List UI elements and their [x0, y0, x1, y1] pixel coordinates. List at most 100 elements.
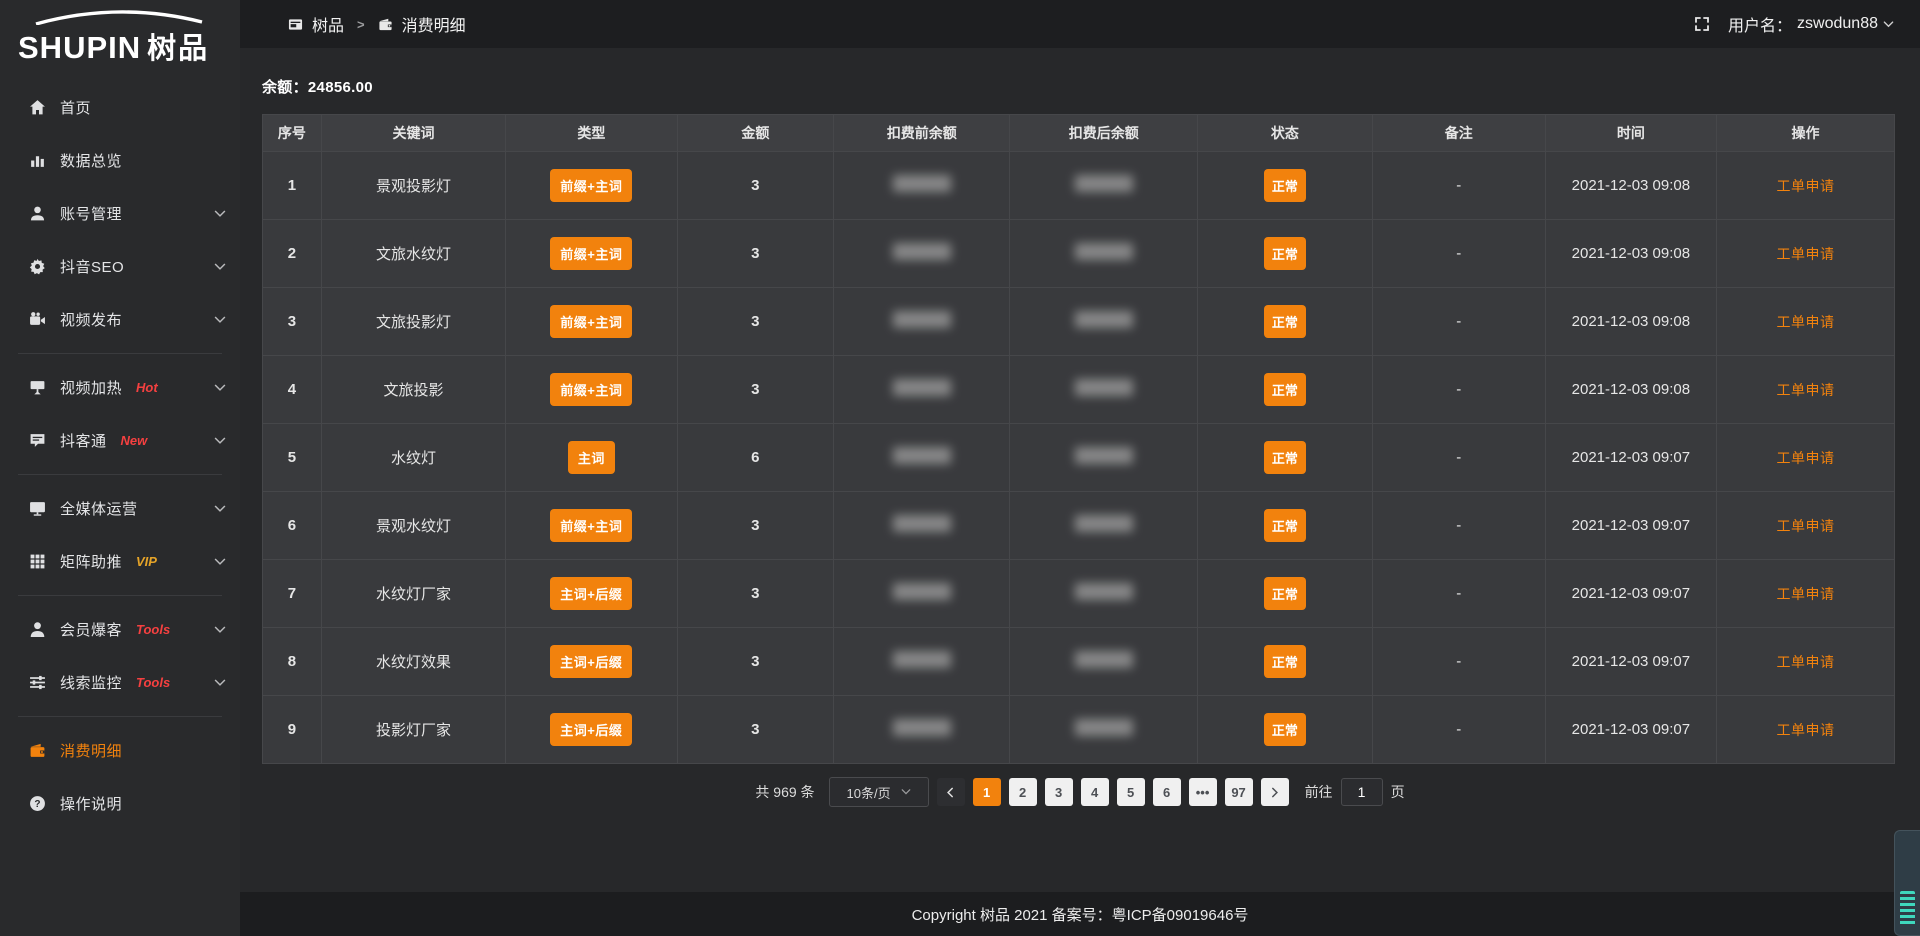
corner-toolbar-widget[interactable] — [1894, 830, 1920, 936]
cell-amount: 6 — [676, 423, 835, 492]
work-order-link[interactable]: 工单申请 — [1776, 245, 1835, 262]
sidebar-item-6[interactable]: 视频加热 Hot — [0, 361, 240, 414]
logo-text-cn: 树品 — [147, 33, 210, 65]
work-order-link[interactable]: 工单申请 — [1776, 313, 1835, 330]
status-badge: 正常 — [1263, 577, 1306, 610]
chat-icon — [28, 432, 46, 450]
cell-action: 工单申请 — [1716, 695, 1895, 764]
column-header: 类型 — [505, 114, 678, 152]
user-menu[interactable]: 用户名： zswodun88 — [1728, 12, 1894, 36]
sidebar-item-8[interactable]: 全媒体运营 — [0, 482, 240, 535]
column-header: 扣费前余额 — [833, 114, 1011, 152]
sidebar-menu: 首页数据总览账号管理抖音SEO 视频发布视频加热 Hot 抖客通 New 全媒体运营 矩阵助… — [0, 81, 240, 830]
table-row: 4 文旅投影 前缀+主词 3 正常 -2021-12-03 09:08 工单申请 — [262, 355, 1895, 424]
cell-balance-before — [833, 151, 1011, 220]
page-button-2[interactable]: 2 — [1008, 778, 1037, 806]
chevron-down-icon — [214, 677, 226, 689]
sidebar-item-3[interactable]: 账号管理 — [0, 187, 240, 240]
sidebar-item-label: 数据总览 — [60, 153, 123, 170]
sidebar-item-13[interactable]: ? 操作说明 — [0, 777, 240, 830]
table-row: 2 文旅水纹灯 前缀+主词 3 正常 -2021-12-03 09:08 工单申请 — [262, 219, 1895, 288]
breadcrumb-separator: > — [357, 16, 365, 32]
sidebar-divider — [18, 474, 222, 475]
type-badge: 主词+后缀 — [550, 713, 633, 746]
cell-keyword: 文旅投影 — [320, 355, 507, 424]
cell-note: - — [1371, 219, 1546, 288]
cell-status: 正常 — [1197, 559, 1373, 628]
app-window-icon — [288, 17, 303, 32]
sidebar-item-5[interactable]: 视频发布 — [0, 293, 240, 346]
cell-amount: 3 — [676, 627, 835, 696]
balance: 余额：24856.00 — [262, 76, 1920, 97]
sidebar-item-9[interactable]: 矩阵助推 VIP — [0, 535, 240, 588]
cell-type: 前缀+主词 — [505, 219, 678, 288]
question-circle-icon: ? — [28, 795, 46, 813]
status-badge: 正常 — [1263, 441, 1306, 474]
prev-page-button[interactable] — [936, 778, 965, 806]
goto-page-input[interactable] — [1340, 778, 1383, 806]
blurred-value — [892, 175, 951, 192]
cell-index: 8 — [262, 627, 322, 696]
cell-keyword: 水纹灯 — [320, 423, 507, 492]
breadcrumb: 树品 > 消费明细 — [288, 12, 466, 36]
cell-status: 正常 — [1197, 219, 1373, 288]
page-button-6[interactable]: 6 — [1152, 778, 1181, 806]
page-button-1[interactable]: 1 — [972, 778, 1001, 806]
chevron-down-icon — [214, 208, 226, 220]
cell-balance-before — [833, 491, 1011, 560]
cell-action: 工单申请 — [1716, 219, 1895, 288]
chevron-down-icon — [214, 624, 226, 636]
sidebar-item-11[interactable]: 线索监控 Tools — [0, 656, 240, 709]
cell-action: 工单申请 — [1716, 287, 1895, 356]
cell-note: - — [1371, 627, 1546, 696]
user-icon — [28, 205, 46, 223]
page-button-4[interactable]: 4 — [1080, 778, 1109, 806]
sidebar-item-2[interactable]: 数据总览 — [0, 134, 240, 187]
work-order-link[interactable]: 工单申请 — [1776, 381, 1835, 398]
cell-status: 正常 — [1197, 287, 1373, 356]
cell-action: 工单申请 — [1716, 627, 1895, 696]
page-button-97[interactable]: 97 — [1224, 778, 1253, 806]
more-pages-button[interactable]: ••• — [1188, 778, 1217, 806]
fullscreen-icon[interactable] — [1694, 16, 1710, 32]
sidebar-item-4[interactable]: 抖音SEO — [0, 240, 240, 293]
sidebar-item-label: 视频发布 — [60, 312, 123, 329]
work-order-link[interactable]: 工单申请 — [1776, 517, 1835, 534]
wallet-icon — [378, 17, 393, 32]
cell-type: 前缀+主词 — [505, 287, 678, 356]
blurred-value — [892, 719, 951, 736]
work-order-link[interactable]: 工单申请 — [1776, 653, 1835, 670]
cell-index: 1 — [262, 151, 322, 220]
sidebar-divider — [18, 595, 222, 596]
cell-time: 2021-12-03 09:08 — [1544, 219, 1718, 288]
cell-status: 正常 — [1197, 491, 1373, 560]
work-order-link[interactable]: 工单申请 — [1776, 721, 1835, 738]
cell-balance-after — [1009, 627, 1199, 696]
next-page-button[interactable] — [1260, 778, 1289, 806]
breadcrumb-item-home[interactable]: 树品 — [312, 18, 345, 35]
blurred-value — [1074, 719, 1133, 736]
cell-action: 工单申请 — [1716, 151, 1895, 220]
chevron-down-icon — [214, 556, 226, 568]
work-order-link[interactable]: 工单申请 — [1776, 449, 1835, 466]
cell-note: - — [1371, 151, 1546, 220]
page-button-5[interactable]: 5 — [1116, 778, 1145, 806]
page-button-3[interactable]: 3 — [1044, 778, 1073, 806]
sidebar-item-12[interactable]: 消费明细 — [0, 724, 240, 777]
blurred-value — [892, 311, 951, 328]
logo-arc-icon — [35, 10, 203, 25]
work-order-link[interactable]: 工单申请 — [1776, 177, 1835, 194]
sidebar-item-10[interactable]: 会员爆客 Tools — [0, 603, 240, 656]
cell-note: - — [1371, 287, 1546, 356]
page-size-select[interactable]: 10条/页 — [828, 777, 929, 807]
cell-type: 主词+后缀 — [505, 695, 678, 764]
sidebar-item-7[interactable]: 抖客通 New — [0, 414, 240, 467]
cell-balance-after — [1009, 151, 1199, 220]
work-order-link[interactable]: 工单申请 — [1776, 585, 1835, 602]
copyright-text: Copyright 树品 2021 备案号：粤ICP备09019646号 — [911, 906, 1249, 924]
sidebar-item-1[interactable]: 首页 — [0, 81, 240, 134]
column-header: 序号 — [262, 114, 322, 152]
sidebar-item-label: 账号管理 — [60, 206, 123, 223]
blurred-value — [892, 379, 951, 396]
user-solid-icon — [28, 621, 46, 639]
